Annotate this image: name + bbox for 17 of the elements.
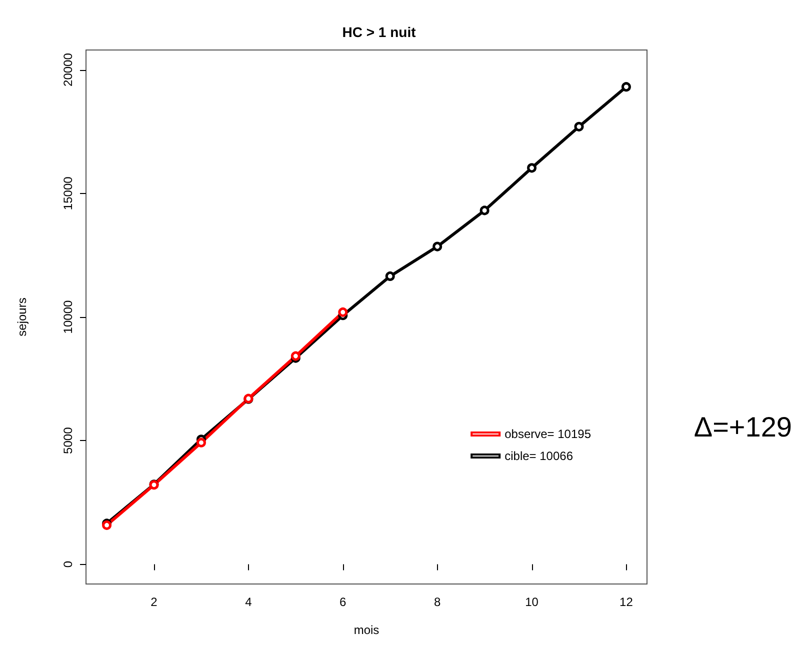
legend-label: cible= 10066	[504, 449, 574, 463]
y-tick-label: 20000	[61, 52, 75, 86]
chart-title: HC > 1 nuit	[342, 24, 416, 40]
x-tick-label: 2	[150, 595, 158, 609]
x-tick-label: 10	[525, 595, 539, 609]
legend-label: observe= 10195	[504, 427, 592, 441]
text: Δ=+129	[694, 412, 792, 442]
x-axis-title: mois	[354, 623, 380, 637]
y-tick-label: 5000	[61, 426, 75, 454]
y-tick-label: 0	[61, 560, 75, 568]
x-tick-label: 8	[434, 595, 441, 609]
x-tick-label: 6	[340, 595, 347, 609]
y-tick-label: 15000	[61, 176, 75, 210]
x-tick-label: 4	[245, 595, 252, 609]
y-tick-label: 10000	[61, 300, 75, 334]
y-axis-title: sejours	[15, 298, 29, 336]
x-tick-label: 12	[620, 595, 634, 609]
